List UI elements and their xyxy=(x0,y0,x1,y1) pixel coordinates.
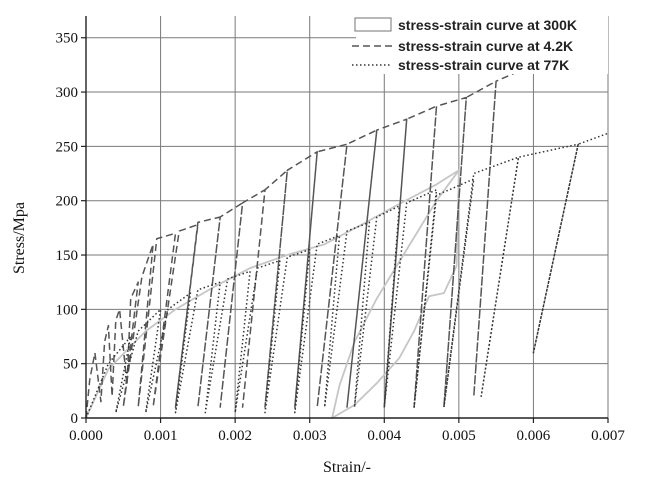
y-tick-label: 350 xyxy=(56,31,79,47)
x-tick-label: 0.004 xyxy=(367,428,401,444)
x-tick-labels: 0.000 0.001 0.002 0.003 0.004 0.005 0.006 0.007 xyxy=(69,428,625,444)
y-tick-label: 0 xyxy=(71,411,79,427)
y-tick-label: 150 xyxy=(56,248,79,264)
series-line-3 xyxy=(85,132,609,419)
series-layer xyxy=(85,64,609,419)
axes xyxy=(81,16,609,423)
x-tick-label: 0.002 xyxy=(218,428,252,444)
y-tick-label: 200 xyxy=(56,194,79,210)
x-tick-label: 0.005 xyxy=(442,428,476,444)
x-tick-label: 0.007 xyxy=(591,428,625,444)
y-tick-label: 250 xyxy=(56,139,79,155)
y-tick-labels: 0 50 100 150 200 250 300 350 xyxy=(56,31,79,427)
grid-lines xyxy=(86,16,609,418)
x-axis-label: Strain/- xyxy=(323,459,371,476)
x-tick-label: 0.000 xyxy=(69,428,103,444)
legend-label: stress-strain curve at 300K xyxy=(398,17,577,33)
y-tick-label: 300 xyxy=(56,85,79,101)
legend-label: stress-strain curve at 77K xyxy=(398,57,569,73)
y-tick-label: 100 xyxy=(56,302,79,318)
legend-label: stress-strain curve at 4.2K xyxy=(398,38,573,54)
x-tick-label: 0.003 xyxy=(293,428,327,444)
x-tick-label: 0.006 xyxy=(517,428,551,444)
y-tick-label: 50 xyxy=(63,357,78,373)
series-line-2 xyxy=(85,64,534,419)
x-tick-label: 0.001 xyxy=(144,428,178,444)
y-axis-label: Stress/Mpa xyxy=(11,202,28,274)
legend-swatch xyxy=(354,17,392,32)
legend: stress-strain curve at 300K stress-strain… xyxy=(352,12,608,74)
legend-background xyxy=(356,12,608,74)
series-line-1 xyxy=(85,169,460,419)
